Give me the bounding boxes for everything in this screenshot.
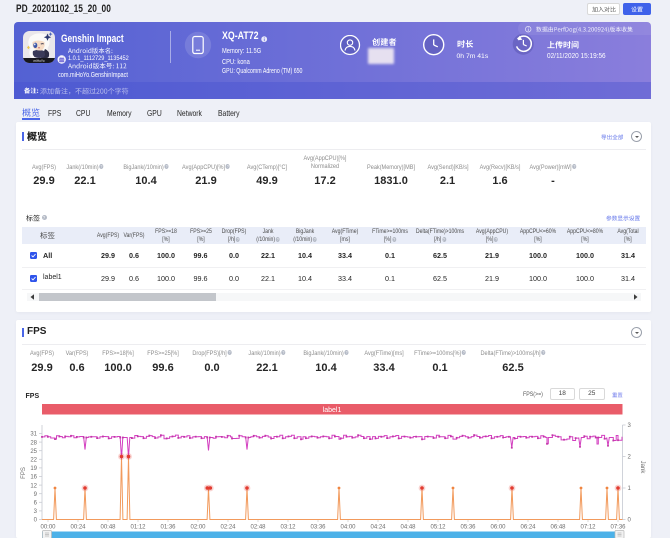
svg-text:12: 12 [30,483,37,489]
svg-text:03:36: 03:36 [310,525,326,531]
svg-text:6: 6 [34,501,38,507]
svg-text:9: 9 [34,492,38,498]
svg-text:02:00: 02:00 [190,525,206,531]
svg-text:06:00: 06:00 [490,525,506,531]
svg-text:07:12: 07:12 [580,525,596,531]
svg-text:label1: label1 [323,407,342,414]
svg-text:00:48: 00:48 [100,525,116,531]
svg-text:00:24: 00:24 [70,525,86,531]
svg-text:2: 2 [628,455,632,461]
svg-text:07:36: 07:36 [610,525,626,531]
svg-text:31: 31 [30,432,37,438]
svg-text:04:48: 04:48 [400,525,416,531]
svg-text:19: 19 [30,466,37,472]
svg-text:1: 1 [628,486,632,492]
svg-text:28: 28 [30,440,37,446]
svg-text:04:00: 04:00 [340,525,356,531]
svg-text:0: 0 [34,518,38,524]
svg-text:00:00: 00:00 [40,525,56,531]
svg-text:0: 0 [628,518,632,524]
svg-text:FPS: FPS [21,467,27,479]
svg-text:22: 22 [30,458,37,464]
svg-text:06:24: 06:24 [520,525,536,531]
svg-text:miHoYo: miHoYo [33,59,44,63]
svg-text:25: 25 [30,449,37,455]
svg-text:05:12: 05:12 [430,525,446,531]
svg-text:3: 3 [628,423,632,429]
svg-text:01:36: 01:36 [160,525,176,531]
svg-text:06:48: 06:48 [550,525,566,531]
svg-text:3: 3 [34,509,38,515]
svg-text:01:12: 01:12 [130,525,146,531]
svg-text:16: 16 [30,475,37,481]
svg-text:05:36: 05:36 [460,525,476,531]
svg-text:04:24: 04:24 [370,525,386,531]
svg-text:Jank: Jank [639,461,645,475]
svg-text:02:48: 02:48 [250,525,266,531]
svg-text:02:24: 02:24 [220,525,236,531]
svg-text:03:12: 03:12 [280,525,296,531]
